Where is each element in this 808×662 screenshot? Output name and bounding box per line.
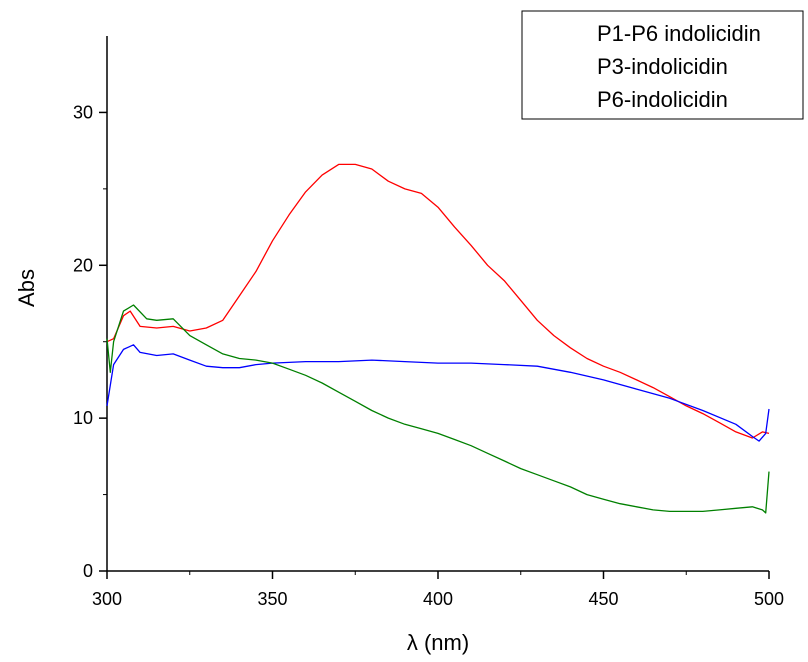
y-tick-label-10: 10 bbox=[73, 408, 93, 428]
legend-entry-p1-p6-indolicidin: P1-P6 indolicidin bbox=[597, 21, 761, 46]
series-lines bbox=[106, 163, 770, 514]
x-axis-title: λ (nm) bbox=[407, 630, 469, 655]
y-tick-label-30: 30 bbox=[73, 102, 93, 122]
legend: P1-P6 indolicidin P3-indolicidin P6-indo… bbox=[521, 10, 804, 120]
x-tick-label-450: 450 bbox=[588, 589, 618, 609]
x-tick-label-500: 500 bbox=[754, 589, 784, 609]
series-line-p3-indolicidin bbox=[106, 163, 770, 439]
series-line-green bbox=[106, 304, 770, 514]
y-tick-label-20: 20 bbox=[73, 255, 93, 275]
legend-box bbox=[521, 10, 804, 120]
x-tick-label-400: 400 bbox=[423, 589, 453, 609]
series-line-p6-indolicidin bbox=[106, 344, 770, 442]
axis-ticks: 300 350 400 450 500 0 10 20 30 bbox=[73, 102, 784, 609]
x-tick-label-300: 300 bbox=[92, 589, 122, 609]
y-axis-title: Abs bbox=[14, 269, 39, 307]
x-tick-label-350: 350 bbox=[257, 589, 287, 609]
legend-entry-p6-indolicidin: P6-indolicidin bbox=[597, 87, 728, 112]
y-tick-label-0: 0 bbox=[83, 561, 93, 581]
legend-entry-p3-indolicidin: P3-indolicidin bbox=[597, 54, 728, 79]
